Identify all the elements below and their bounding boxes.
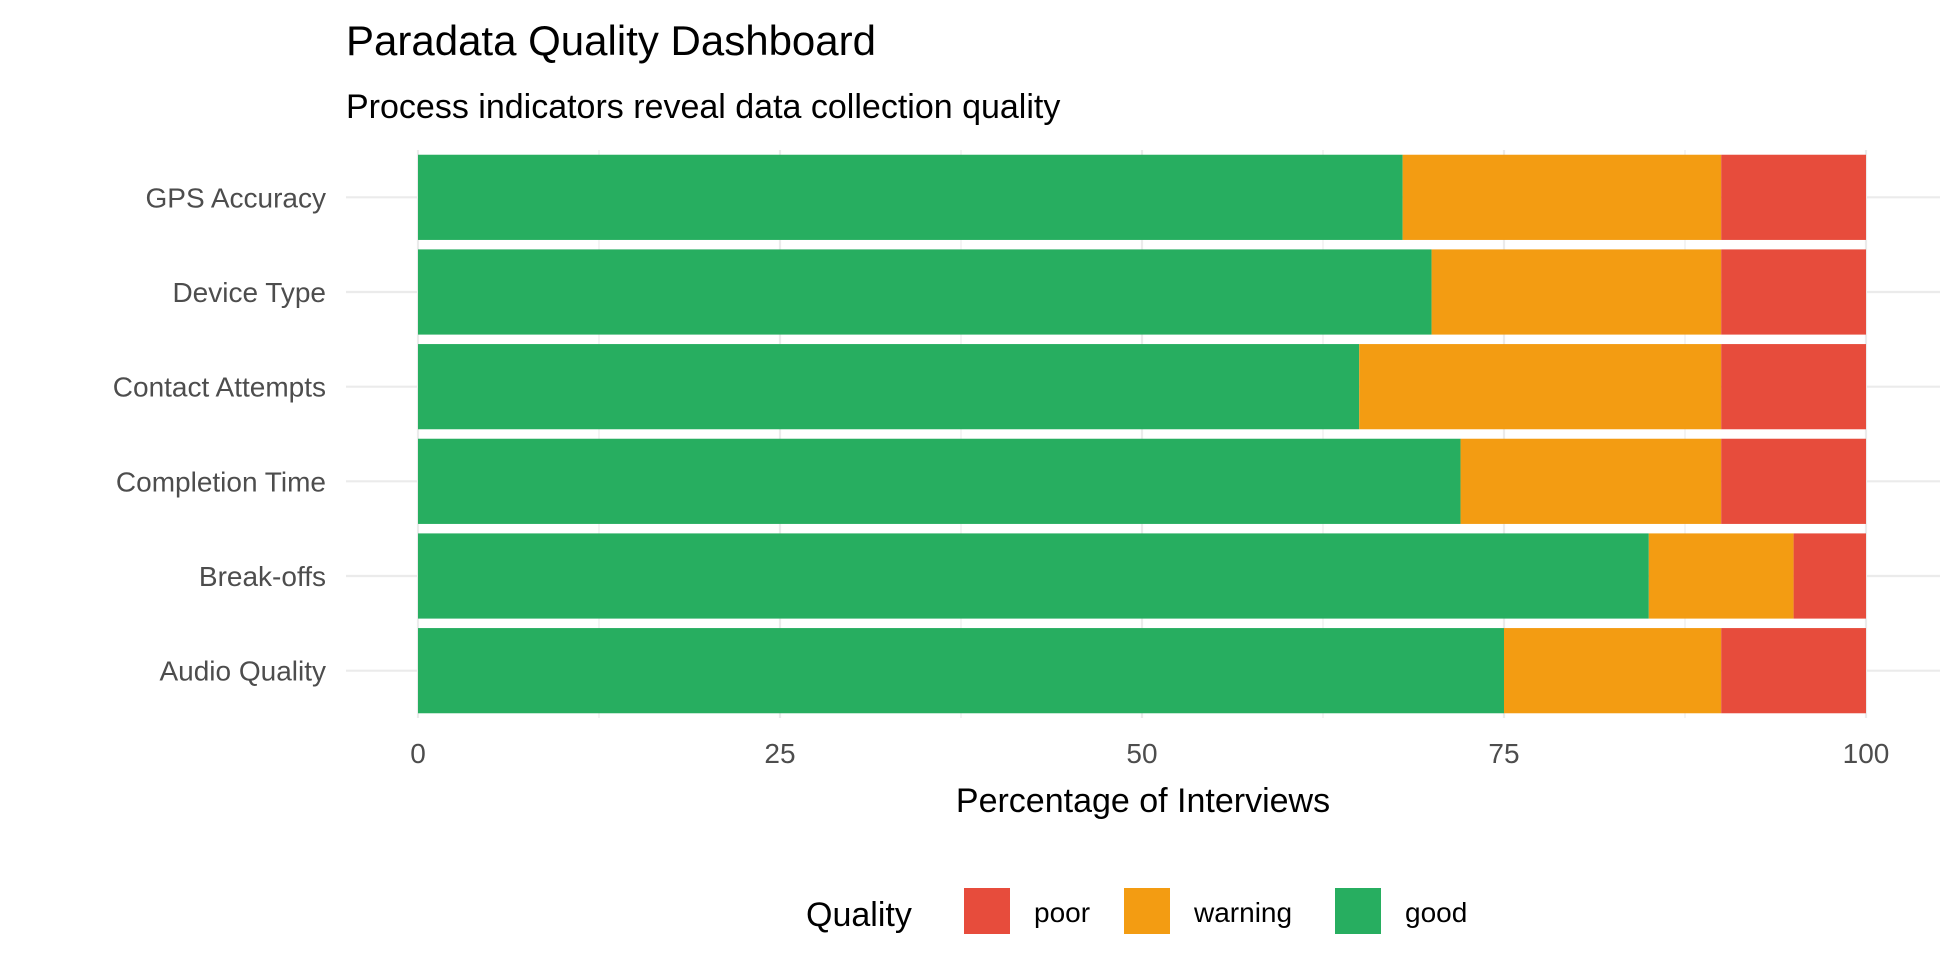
bar-segment-poor xyxy=(1721,249,1866,335)
x-axis-ticks: 0 25 50 75 100 xyxy=(410,738,1889,769)
bars xyxy=(418,154,1866,714)
bar-segment-warning xyxy=(1359,344,1722,430)
legend-label-good: good xyxy=(1405,897,1467,928)
x-tick-label: 100 xyxy=(1843,738,1890,769)
category-label: Break-offs xyxy=(199,561,326,592)
legend-swatch-poor xyxy=(964,888,1010,934)
bar-segment-good xyxy=(418,154,1403,240)
x-tick-label: 75 xyxy=(1488,738,1519,769)
bar-segment-warning xyxy=(1648,533,1794,619)
x-tick-label: 25 xyxy=(764,738,795,769)
category-labels: GPS Accuracy Device Type Contact Attempts C… xyxy=(113,182,326,686)
bar-segment-warning xyxy=(1402,154,1722,240)
chart-subtitle: Process indicators reveal data collectio… xyxy=(346,88,1060,126)
legend-swatch-good xyxy=(1335,888,1381,934)
legend-swatch-warning xyxy=(1124,888,1170,934)
legend-label-warning: warning xyxy=(1193,897,1292,928)
category-label: GPS Accuracy xyxy=(145,182,326,213)
bar-segment-poor xyxy=(1793,533,1866,619)
legend-label-poor: poor xyxy=(1034,897,1090,928)
legend: Quality poor warning good xyxy=(806,888,1467,934)
bar-segment-poor xyxy=(1721,154,1866,240)
x-tick-label: 50 xyxy=(1126,738,1157,769)
bar-segment-poor xyxy=(1721,344,1866,430)
bar-segment-poor xyxy=(1721,438,1866,524)
bar-segment-good xyxy=(418,628,1504,714)
x-tick-label: 0 xyxy=(410,738,426,769)
bar-segment-good xyxy=(418,344,1360,430)
legend-title: Quality xyxy=(806,896,912,934)
bar-segment-good xyxy=(418,533,1649,619)
bar-segment-poor xyxy=(1721,628,1866,714)
category-label: Device Type xyxy=(172,277,326,308)
bar-segment-good xyxy=(418,249,1432,335)
category-label: Contact Attempts xyxy=(113,372,326,403)
category-label: Audio Quality xyxy=(159,656,326,687)
category-label: Completion Time xyxy=(116,466,326,497)
bar-segment-warning xyxy=(1504,628,1722,714)
x-axis-title: Percentage of Interviews xyxy=(956,782,1330,820)
bar-segment-good xyxy=(418,438,1461,524)
bar-segment-warning xyxy=(1431,249,1722,335)
bar-segment-warning xyxy=(1460,438,1722,524)
chart-title: Paradata Quality Dashboard xyxy=(346,17,876,64)
